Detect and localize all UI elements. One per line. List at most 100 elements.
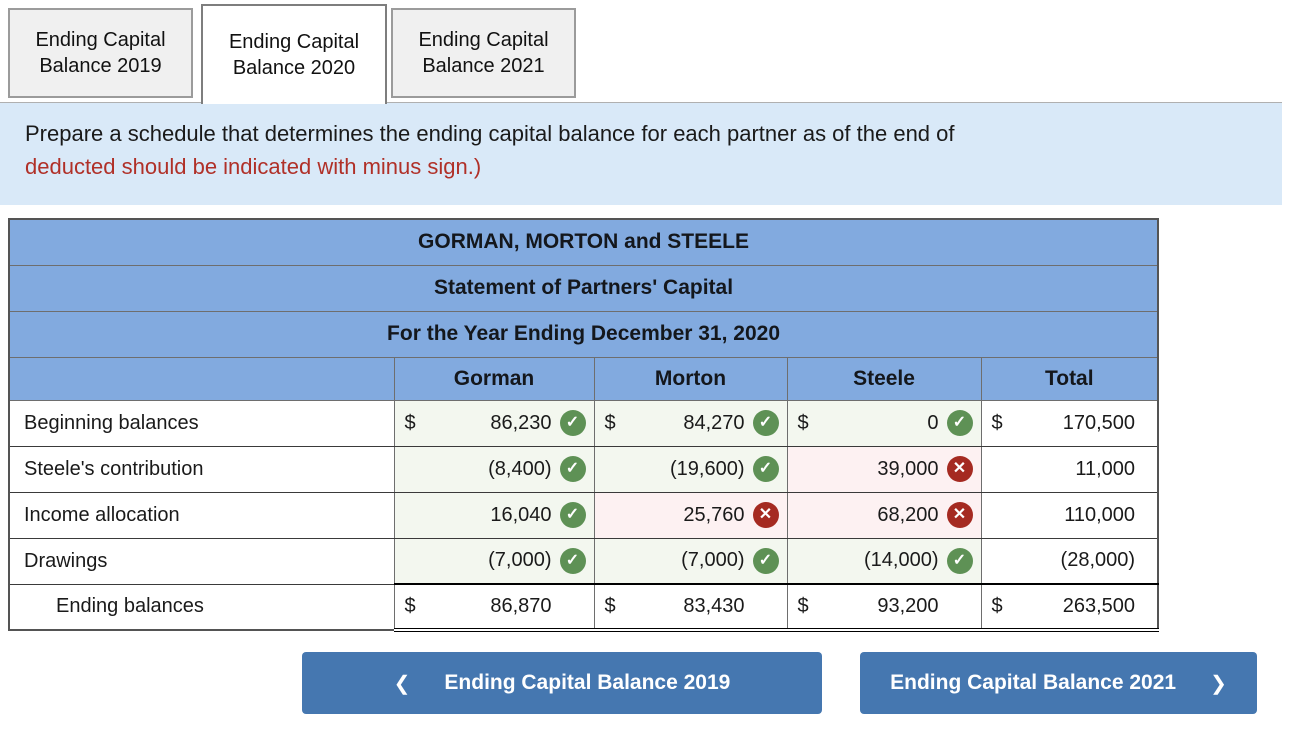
- cell-value: 0: [927, 411, 939, 434]
- table-title-row: GORMAN, MORTON and STEELE: [9, 219, 1159, 266]
- column-header-empty: [8, 356, 395, 401]
- cell-value: 170,500: [1062, 411, 1136, 434]
- table-row: Income allocation 16,040 ✓ 25,760 ✕ 68,200 ✕ 11…: [8, 491, 1159, 539]
- tab-ending-capital-balance-2021[interactable]: Ending Capital Balance 2021: [391, 8, 576, 98]
- correct-icon: ✓: [559, 410, 586, 436]
- correct-icon: ✓: [559, 502, 586, 528]
- correct-icon: ✓: [559, 456, 586, 482]
- correct-icon: ✓: [559, 547, 586, 574]
- cell-value: (8,400): [488, 457, 552, 480]
- table-row: Ending balances $86,870 $83,430 $93,200 $263…: [8, 583, 1159, 632]
- tab-ending-capital-balance-2020[interactable]: Ending Capital Balance 2020: [201, 4, 387, 104]
- total-cell: $263,500: [980, 583, 1159, 632]
- chevron-right-icon: ❯: [1210, 672, 1227, 695]
- answer-cell[interactable]: 16,040 ✓: [393, 491, 595, 539]
- instruction-note-red: deducted should be indicated with minus …: [25, 154, 482, 179]
- answer-cell[interactable]: (7,000) ✓: [393, 537, 595, 585]
- prev-button-label: Ending Capital Balance 2019: [444, 671, 731, 694]
- row-label: Steele's contribution: [8, 445, 395, 493]
- table-row: Steele's contribution (8,400) ✓ (19,600) ✓ 39…: [8, 445, 1159, 493]
- dollar-sign: $: [991, 411, 1003, 434]
- answer-cell: $86,870: [393, 583, 595, 632]
- correct-icon: ✓: [946, 410, 973, 436]
- correct-icon: ✓: [752, 456, 779, 482]
- table-row: Beginning balances $86,230 ✓ $84,270 ✓ $0 ✓ $17…: [8, 399, 1159, 447]
- cell-value: (28,000): [1060, 549, 1136, 572]
- table-title-row: Statement of Partners' Capital: [9, 265, 1159, 312]
- column-header-steele: Steele: [786, 356, 982, 401]
- dollar-sign: $: [404, 595, 416, 617]
- cell-value: (14,000): [864, 549, 939, 572]
- cell-value: 93,200: [877, 595, 939, 617]
- answer-cell[interactable]: $84,270 ✓: [593, 399, 788, 447]
- cell-value: 83,430: [683, 595, 745, 617]
- instruction-banner: Prepare a schedule that determines the e…: [0, 102, 1282, 205]
- answer-cell[interactable]: 68,200 ✕: [786, 491, 982, 539]
- table-row: Drawings (7,000) ✓ (7,000) ✓ (14,000) ✓ (28,000…: [8, 537, 1159, 585]
- total-cell: 110,000: [980, 491, 1159, 539]
- row-label: Income allocation: [8, 491, 395, 539]
- chevron-left-icon: ❮: [393, 672, 411, 695]
- icon-spacer: [947, 594, 973, 620]
- answer-cell[interactable]: (8,400) ✓: [393, 445, 595, 493]
- row-label: Drawings: [8, 537, 395, 585]
- row-label: Ending balances: [8, 583, 395, 631]
- cell-value: (7,000): [681, 549, 745, 572]
- answer-cell: $83,430: [593, 583, 788, 632]
- answer-cell[interactable]: (7,000) ✓: [593, 537, 788, 585]
- instruction-text: Prepare a schedule that determines the e…: [25, 121, 955, 146]
- dollar-sign: $: [797, 595, 809, 617]
- answer-cell: $93,200: [786, 583, 982, 632]
- answer-cell[interactable]: 39,000 ✕: [786, 445, 982, 493]
- company-name-title: GORMAN, MORTON and STEELE: [9, 219, 1159, 266]
- answer-cell[interactable]: $0 ✓: [786, 399, 982, 447]
- partners-capital-table: GORMAN, MORTON and STEELE Statement of P…: [8, 218, 1160, 632]
- cell-value: 68,200: [877, 503, 939, 526]
- dollar-sign: $: [797, 411, 809, 434]
- next-button-label: Ending Capital Balance 2021: [890, 671, 1177, 694]
- icon-spacer: [753, 594, 779, 620]
- correct-icon: ✓: [752, 547, 779, 574]
- column-header-row: Gorman Morton Steele Total: [8, 356, 1159, 401]
- icon-spacer: [560, 594, 586, 620]
- prev-page-button[interactable]: ❮ Ending Capital Balance 2019: [302, 652, 822, 714]
- statement-title: Statement of Partners' Capital: [9, 265, 1159, 312]
- dollar-sign: $: [404, 411, 416, 434]
- tab-ending-capital-balance-2019[interactable]: Ending Capital Balance 2019: [8, 8, 193, 98]
- total-cell: $170,500: [980, 399, 1159, 447]
- dollar-sign: $: [604, 595, 616, 617]
- cell-value: 110,000: [1064, 503, 1136, 526]
- incorrect-icon: ✕: [752, 502, 779, 528]
- cell-value: 16,040: [490, 503, 552, 526]
- period-title: For the Year Ending December 31, 2020: [9, 311, 1159, 358]
- cell-value: 86,870: [490, 595, 552, 617]
- cell-value: 11,000: [1075, 457, 1136, 480]
- answer-cell[interactable]: (19,600) ✓: [593, 445, 788, 493]
- cell-value: (19,600): [670, 457, 745, 480]
- cell-value: 39,000: [877, 457, 939, 480]
- column-header-morton: Morton: [593, 356, 788, 401]
- answer-cell[interactable]: 25,760 ✕: [593, 491, 788, 539]
- incorrect-icon: ✕: [946, 456, 973, 482]
- cell-value: 263,500: [1062, 595, 1136, 617]
- next-page-button[interactable]: Ending Capital Balance 2021 ❯: [860, 652, 1257, 714]
- answer-cell[interactable]: (14,000) ✓: [786, 537, 982, 585]
- total-cell: (28,000): [980, 537, 1159, 585]
- answer-cell[interactable]: $86,230 ✓: [393, 399, 595, 447]
- tab-label: Ending Capital Balance 2020: [228, 30, 360, 79]
- cell-value: 84,270: [683, 411, 745, 434]
- incorrect-icon: ✕: [946, 502, 973, 528]
- correct-icon: ✓: [752, 410, 779, 436]
- dollar-sign: $: [604, 411, 616, 434]
- cell-value: 86,230: [490, 411, 552, 434]
- cell-value: (7,000): [488, 549, 552, 572]
- cell-value: 25,760: [683, 503, 745, 526]
- tab-label: Ending Capital Balance 2021: [418, 28, 549, 77]
- correct-icon: ✓: [946, 547, 973, 574]
- dollar-sign: $: [991, 595, 1003, 617]
- table-title-row: For the Year Ending December 31, 2020: [9, 311, 1159, 358]
- total-cell: 11,000: [980, 445, 1159, 493]
- tab-label: Ending Capital Balance 2019: [35, 28, 166, 77]
- column-header-gorman: Gorman: [393, 356, 595, 401]
- column-header-total: Total: [980, 356, 1159, 401]
